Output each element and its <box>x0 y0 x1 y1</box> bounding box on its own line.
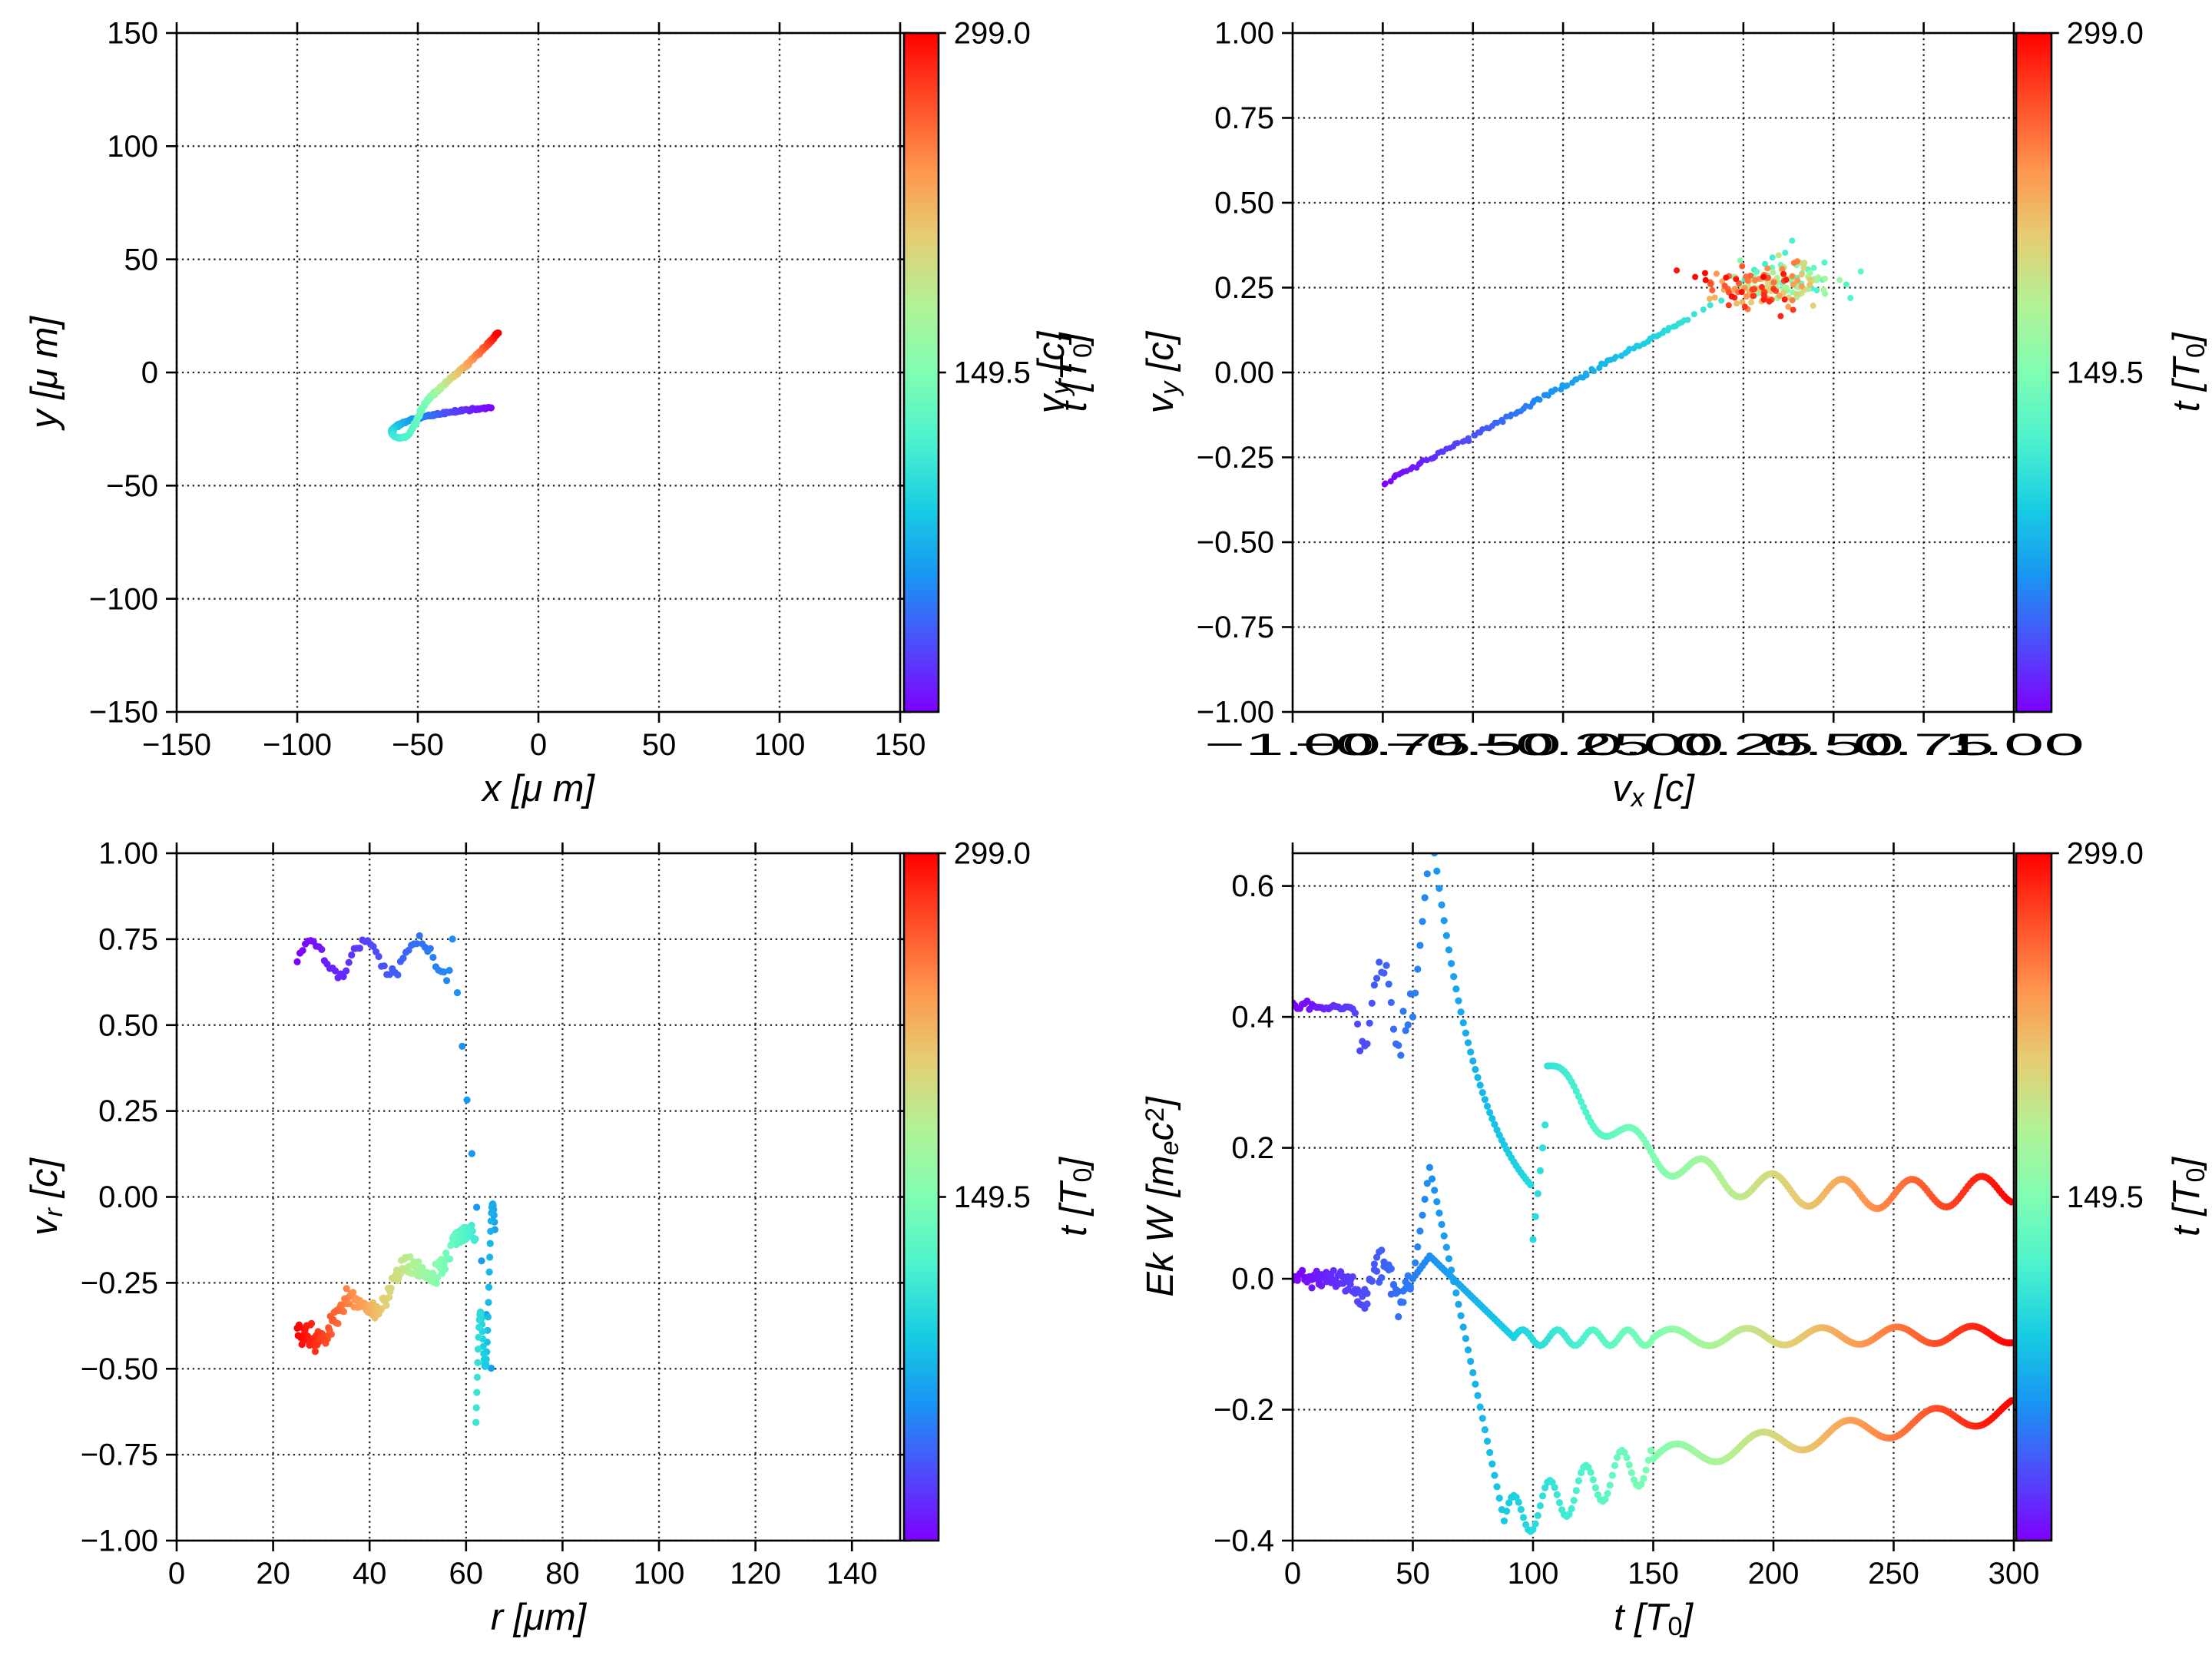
svg-text:1.00: 1.00 <box>1943 728 2085 762</box>
svg-text:vr [c]: vr [c] <box>24 1157 68 1236</box>
svg-text:−0.50: −0.50 <box>81 1352 158 1386</box>
svg-text:0: 0 <box>141 356 158 390</box>
svg-text:vy [c]: vy [c] <box>1140 330 1184 413</box>
svg-text:150: 150 <box>107 17 158 51</box>
svg-text:t [T0]: t [T0] <box>2166 332 2210 412</box>
svg-text:50: 50 <box>124 243 159 276</box>
svg-text:0: 0 <box>530 728 547 762</box>
svg-text:1.00: 1.00 <box>98 837 158 871</box>
svg-text:Ek W [mec2]: Ek W [mec2] <box>1140 1096 1184 1297</box>
svg-text:vx [c]: vx [c] <box>1612 768 1695 813</box>
svg-text:150: 150 <box>1628 1557 1679 1591</box>
svg-text:0.25: 0.25 <box>98 1094 158 1128</box>
svg-text:149.5: 149.5 <box>2067 356 2144 390</box>
svg-text:−0.50: −0.50 <box>1197 526 1274 560</box>
svg-text:−0.25: −0.25 <box>81 1266 158 1300</box>
svg-text:−100: −100 <box>263 728 332 762</box>
svg-text:299.0: 299.0 <box>954 837 1031 871</box>
svg-text:−50: −50 <box>106 469 158 503</box>
svg-text:0.6: 0.6 <box>1231 869 1274 903</box>
svg-text:299.0: 299.0 <box>2067 17 2144 51</box>
svg-text:100: 100 <box>634 1557 685 1591</box>
svg-text:t [T0]: t [T0] <box>1614 1597 1694 1641</box>
svg-text:r [μm]: r [μm] <box>491 1597 588 1638</box>
svg-text:−100: −100 <box>89 582 158 616</box>
svg-text:50: 50 <box>642 728 677 762</box>
svg-text:250: 250 <box>1868 1557 1919 1591</box>
svg-text:299.0: 299.0 <box>2067 837 2144 871</box>
svg-text:120: 120 <box>730 1557 781 1591</box>
svg-text:200: 200 <box>1748 1557 1800 1591</box>
svg-text:−0.2: −0.2 <box>1214 1393 1274 1427</box>
svg-text:150: 150 <box>875 728 926 762</box>
svg-text:−150: −150 <box>89 696 158 730</box>
svg-text:299.0: 299.0 <box>954 17 1031 51</box>
svg-text:149.5: 149.5 <box>954 1180 1031 1214</box>
svg-text:−150: −150 <box>142 728 211 762</box>
svg-text:−1.00: −1.00 <box>1197 696 1274 730</box>
svg-text:50: 50 <box>1396 1557 1430 1591</box>
svg-text:0.50: 0.50 <box>1214 187 1274 220</box>
svg-text:80: 80 <box>545 1557 580 1591</box>
svg-text:−0.4: −0.4 <box>1214 1524 1274 1558</box>
svg-text:0.00: 0.00 <box>98 1180 158 1214</box>
svg-text:60: 60 <box>449 1557 484 1591</box>
svg-text:−0.25: −0.25 <box>1197 441 1274 475</box>
svg-text:−50: −50 <box>392 728 444 762</box>
svg-text:−0.75: −0.75 <box>1197 611 1274 644</box>
svg-text:vy [c]: vy [c] <box>1031 330 1075 413</box>
svg-text:0.75: 0.75 <box>1214 101 1274 135</box>
svg-text:0.50: 0.50 <box>98 1008 158 1042</box>
svg-text:149.5: 149.5 <box>2067 1180 2144 1214</box>
svg-text:0.75: 0.75 <box>98 922 158 956</box>
svg-text:149.5: 149.5 <box>954 356 1031 390</box>
svg-text:1.00: 1.00 <box>1214 17 1274 51</box>
svg-text:0.0: 0.0 <box>1231 1263 1274 1296</box>
svg-text:0: 0 <box>168 1557 185 1591</box>
svg-text:x [μ m]: x [μ m] <box>481 768 595 809</box>
svg-text:40: 40 <box>353 1557 387 1591</box>
svg-text:t [T0]: t [T0] <box>1053 1157 1098 1236</box>
svg-text:t [T0]: t [T0] <box>2166 1157 2210 1236</box>
svg-text:140: 140 <box>826 1557 878 1591</box>
svg-text:0.4: 0.4 <box>1231 1001 1274 1034</box>
svg-text:100: 100 <box>754 728 806 762</box>
svg-text:100: 100 <box>1508 1557 1559 1591</box>
svg-text:0: 0 <box>1284 1557 1301 1591</box>
svg-text:0.00: 0.00 <box>1214 356 1274 390</box>
svg-text:100: 100 <box>107 130 158 164</box>
svg-text:0.2: 0.2 <box>1231 1131 1274 1165</box>
svg-text:y [μ m]: y [μ m] <box>24 316 65 431</box>
svg-text:0.25: 0.25 <box>1214 271 1274 305</box>
svg-text:−1.00: −1.00 <box>81 1524 158 1558</box>
svg-text:300: 300 <box>1988 1557 2040 1591</box>
svg-text:−0.75: −0.75 <box>81 1438 158 1472</box>
svg-text:20: 20 <box>256 1557 290 1591</box>
